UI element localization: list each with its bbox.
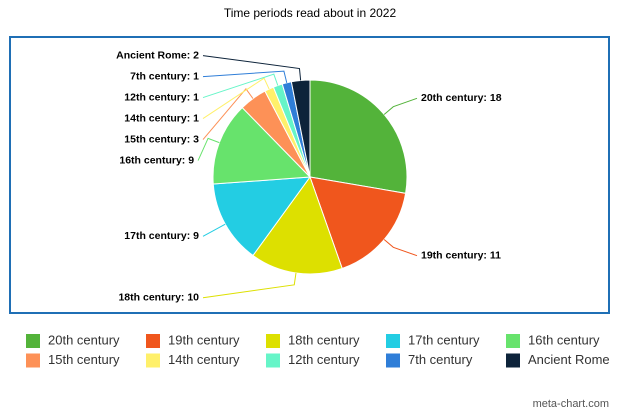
data-label: Ancient Rome: 2: [116, 49, 199, 61]
data-label: 7th century: 1: [130, 70, 199, 82]
leader-line: [202, 272, 297, 299]
legend-label: 16th century: [528, 332, 600, 347]
data-label: 17th century: 9: [124, 230, 199, 242]
data-label: 19th century: 11: [421, 249, 501, 261]
data-label: 16th century: 9: [119, 154, 194, 166]
legend-swatch: [506, 353, 520, 368]
leader-line: [202, 70, 288, 83]
leader-line: [383, 97, 418, 115]
legend-label: 20th century: [48, 332, 120, 347]
chart-title: Time periods read about in 2022: [224, 6, 397, 20]
legend-label: 14th century: [168, 352, 240, 367]
data-label: 20th century: 18: [421, 92, 502, 104]
data-label: 12th century: 1: [124, 91, 199, 103]
legend-label: Ancient Rome: [528, 352, 610, 367]
leader-line: [202, 77, 270, 119]
pie-slice: [309, 79, 408, 194]
leader-line: [202, 55, 302, 81]
legend-label: 15th century: [48, 352, 120, 367]
pie-slice: [309, 176, 407, 270]
pie-slice: [290, 79, 311, 178]
data-label: 18th century: 10: [118, 292, 199, 304]
pie-slice: [212, 106, 312, 185]
legend-swatch: [506, 334, 520, 348]
legend-label: 19th century: [168, 332, 240, 347]
leader-line: [202, 73, 279, 99]
legend-label: 17th century: [408, 332, 480, 347]
leader-line: [383, 239, 418, 257]
plot-border: [9, 36, 610, 314]
legend-label: 12th century: [288, 352, 360, 367]
legend-swatch: [146, 334, 160, 348]
legend-swatch: [386, 334, 400, 348]
pie-slice: [252, 175, 343, 275]
legend-swatch: [26, 353, 40, 368]
legend-label: 18th century: [288, 332, 360, 347]
data-label: 15th century: 3: [124, 133, 199, 145]
legend-swatch: [266, 334, 280, 348]
leader-line: [202, 223, 226, 237]
legend-swatch: [146, 353, 160, 368]
leader-line: [202, 88, 254, 140]
legend-swatch: [26, 334, 40, 348]
data-label: 14th century: 1: [124, 112, 199, 124]
legend-label: 7th century: [408, 352, 473, 367]
credit: meta-chart.com: [533, 398, 609, 410]
pie-slice: [212, 176, 312, 257]
legend-swatch: [386, 353, 400, 368]
legend-swatch: [266, 353, 280, 368]
leader-line: [197, 137, 220, 161]
